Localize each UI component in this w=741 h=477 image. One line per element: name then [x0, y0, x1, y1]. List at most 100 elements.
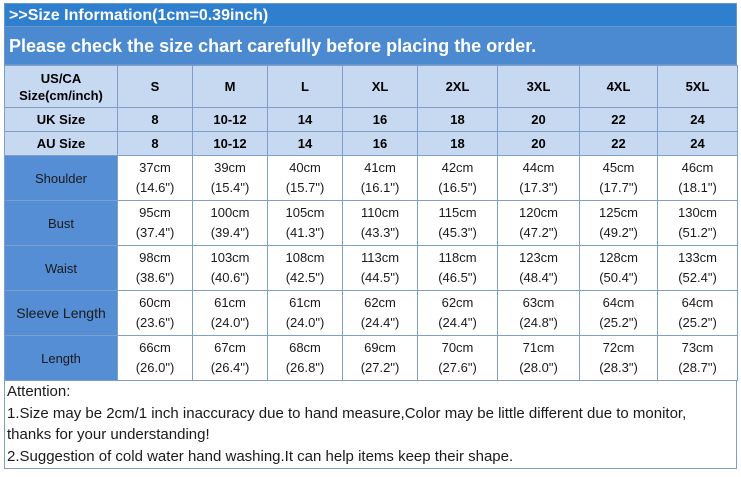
note-line-2: thanks for your understanding! — [7, 426, 210, 443]
measure-cell: 73cm (28.7") — [657, 335, 738, 381]
uk-size-value: 8 — [117, 107, 193, 132]
measure-cell: 63cm (24.8") — [497, 290, 580, 336]
measure-cell: 42cm (16.5") — [417, 155, 498, 201]
cm-value: 62cm — [441, 295, 474, 310]
measure-cell: 133cm (52.4") — [657, 245, 738, 291]
inch-value: (26.0") — [135, 360, 175, 375]
measure-cell: 108cm (42.5") — [267, 245, 343, 291]
cm-value: 72cm — [602, 340, 635, 355]
cm-value: 64cm — [602, 295, 635, 310]
size-header: 4XL — [579, 65, 658, 108]
inch-value: (51.2") — [678, 225, 717, 240]
measure-cell: 64cm (25.2") — [579, 290, 658, 336]
measure-row: Bust 95cm (37.4") 100cm (39.4") 105cm (41.3") 1… — [4, 200, 738, 246]
measure-cell: 70cm (27.6") — [417, 335, 498, 381]
cm-value: 100cm — [210, 205, 250, 220]
cm-value: 130cm — [677, 205, 718, 220]
au-size-value: 24 — [657, 131, 738, 156]
uk-size-value: 10-12 — [192, 107, 268, 132]
inch-value: (14.6") — [135, 180, 175, 195]
inch-value: (24.4") — [438, 315, 477, 330]
uk-size-value: 22 — [579, 107, 658, 132]
cm-value: 67cm — [214, 340, 246, 355]
measure-cell: 125cm (49.2") — [579, 200, 658, 246]
au-size-label: AU Size — [4, 131, 118, 156]
au-size-value: 14 — [267, 131, 343, 156]
size-header: 2XL — [417, 65, 498, 108]
us-size-row: US/CA Size(cm/inch) S M L XL 2XL 3XL 4XL 5XL — [4, 65, 738, 108]
measure-cell: 120cm (47.2") — [497, 200, 580, 246]
size-info-title: >>Size Information(1cm=0.39inch) — [4, 3, 737, 27]
cm-value: 66cm — [139, 340, 171, 355]
measure-cell: 39cm (15.4") — [192, 155, 268, 201]
cm-value: 125cm — [598, 205, 639, 220]
uk-size-value: 16 — [342, 107, 418, 132]
cm-value: 133cm — [677, 250, 718, 265]
cm-value: 113cm — [360, 250, 400, 265]
measure-cell: 40cm (15.7") — [267, 155, 343, 201]
size-header: S — [117, 65, 193, 108]
inch-value: (26.8") — [285, 360, 325, 375]
measure-cell: 61cm (24.0") — [267, 290, 343, 336]
cm-value: 39cm — [214, 160, 246, 175]
uk-size-value: 18 — [417, 107, 498, 132]
cm-value: 70cm — [441, 340, 474, 355]
inch-value: (27.2") — [360, 360, 400, 375]
cm-value: 37cm — [139, 160, 171, 175]
measure-cell: 68cm (26.8") — [267, 335, 343, 381]
inch-value: (27.6") — [438, 360, 477, 375]
cm-value: 69cm — [364, 340, 396, 355]
measure-cell: 64cm (25.2") — [657, 290, 738, 336]
inch-value: (46.5") — [438, 270, 477, 285]
measure-cell: 60cm (23.6") — [117, 290, 193, 336]
cm-value: 108cm — [285, 250, 325, 265]
measure-cell: 41cm (16.1") — [342, 155, 418, 201]
measure-label: Bust — [4, 200, 118, 246]
cm-value: 115cm — [438, 205, 477, 220]
cm-value: 105cm — [285, 205, 325, 220]
inch-value: (37.4") — [135, 225, 175, 240]
measure-cell: 62cm (24.4") — [342, 290, 418, 336]
cm-value: 61cm — [289, 295, 321, 310]
inch-value: (38.6") — [135, 270, 175, 285]
cm-value: 68cm — [289, 340, 321, 355]
cm-value: 62cm — [364, 295, 396, 310]
measure-row: Waist 98cm (38.6") 103cm (40.6") 108cm (42.5")… — [4, 245, 738, 291]
measure-cell: 110cm (43.3") — [342, 200, 418, 246]
cm-value: 73cm — [681, 340, 714, 355]
cm-value: 41cm — [364, 160, 396, 175]
measure-cell: 46cm (18.1") — [657, 155, 738, 201]
inch-value: (23.6") — [135, 315, 175, 330]
inch-value: (24.0") — [210, 315, 250, 330]
size-notice: Please check the size chart carefully be… — [4, 27, 737, 65]
au-size-value: 18 — [417, 131, 498, 156]
inch-value: (39.4") — [210, 225, 250, 240]
measure-cell: 69cm (27.2") — [342, 335, 418, 381]
inch-value: (49.2") — [599, 225, 638, 240]
corner-line-2: Size(cm/inch) — [19, 87, 103, 103]
cm-value: 118cm — [438, 250, 477, 265]
inch-value: (15.4") — [210, 180, 250, 195]
cm-value: 60cm — [139, 295, 171, 310]
measure-label: Sleeve Length — [4, 290, 118, 336]
measure-cell: 115cm (45.3") — [417, 200, 498, 246]
inch-value: (24.8") — [519, 315, 558, 330]
inch-value: (26.4") — [210, 360, 250, 375]
uk-size-label: UK Size — [4, 107, 118, 132]
uk-size-row: UK Size 8 10-12 14 16 18 20 22 24 — [4, 107, 738, 132]
cm-value: 44cm — [522, 160, 555, 175]
cm-value: 120cm — [518, 205, 559, 220]
au-size-row: AU Size 8 10-12 14 16 18 20 22 24 — [4, 131, 738, 156]
note-line-1: 1.Size may be 2cm/1 inch inaccuracy due … — [7, 404, 687, 422]
attention-notes: Attention: 1.Size may be 2cm/1 inch inac… — [4, 381, 737, 469]
size-header: 5XL — [657, 65, 738, 108]
inch-value: (44.5") — [360, 270, 400, 285]
uk-size-value: 24 — [657, 107, 738, 132]
measure-cell: 66cm (26.0") — [117, 335, 193, 381]
cm-value: 110cm — [360, 205, 400, 220]
measure-cell: 61cm (24.0") — [192, 290, 268, 336]
cm-value: 64cm — [681, 295, 714, 310]
measure-cell: 130cm (51.2") — [657, 200, 738, 246]
inch-value: (28.7") — [678, 360, 717, 375]
size-header: XL — [342, 65, 418, 108]
